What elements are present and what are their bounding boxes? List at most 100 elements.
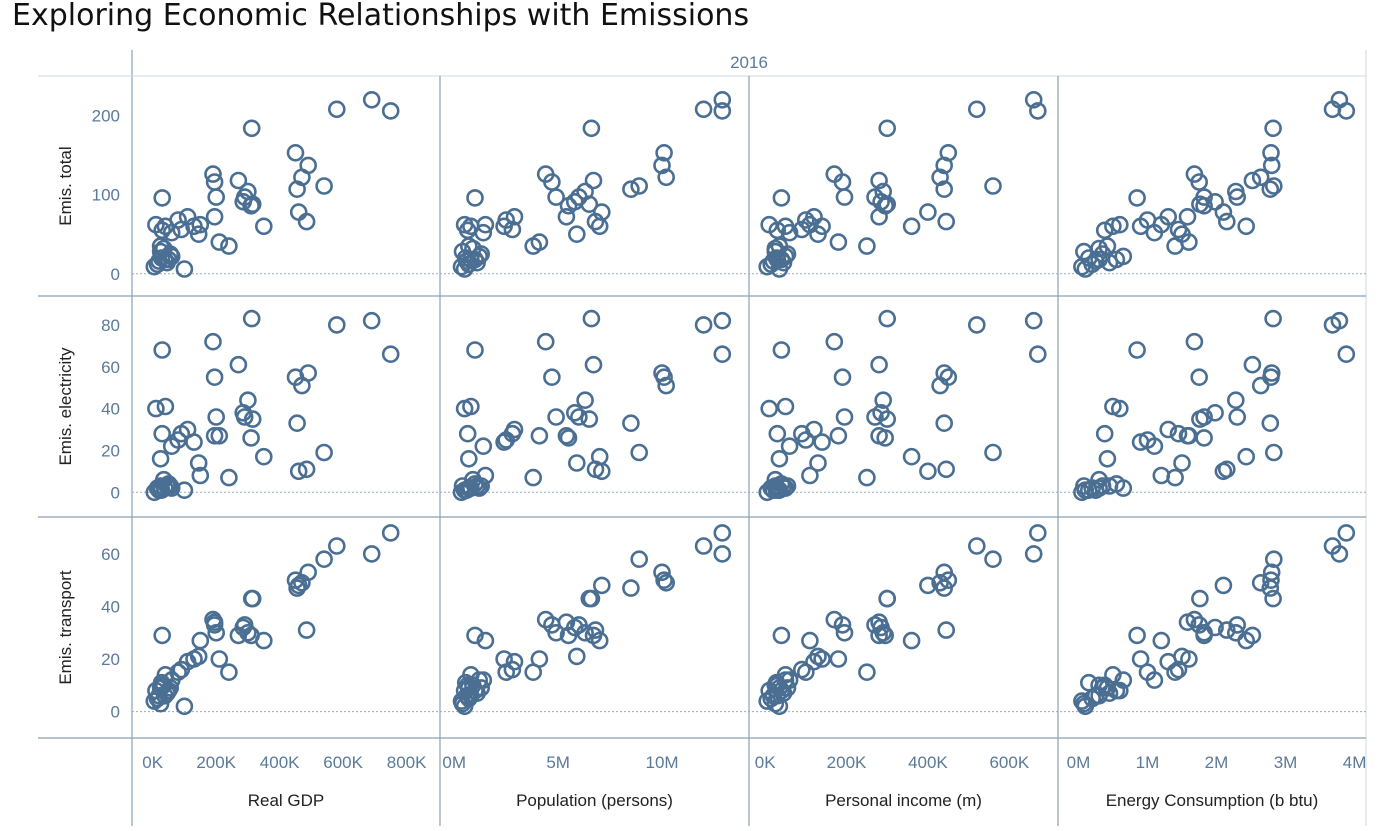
data-point	[1104, 217, 1122, 236]
data-point	[1075, 242, 1093, 261]
data-point	[1029, 345, 1047, 364]
data-point	[580, 195, 599, 213]
data-point	[297, 621, 316, 639]
y-tick-label: 0	[111, 483, 120, 502]
x-tick-label: 1M	[1136, 753, 1160, 772]
data-point	[530, 426, 549, 445]
data-point	[655, 144, 673, 162]
data-point	[205, 426, 224, 445]
data-point	[766, 242, 785, 261]
data-point	[204, 165, 222, 183]
data-point	[557, 613, 576, 632]
data-point	[1227, 391, 1245, 410]
data-point	[984, 550, 1002, 569]
data-point	[242, 119, 261, 138]
data-point	[967, 100, 986, 119]
data-point	[776, 217, 795, 236]
data-point	[935, 180, 954, 198]
y-tick-label: 20	[101, 650, 120, 669]
data-point	[567, 225, 586, 243]
data-point	[870, 171, 888, 190]
data-point	[1228, 408, 1246, 426]
data-point	[584, 171, 603, 190]
data-point	[191, 466, 210, 485]
data-point	[590, 217, 609, 236]
data-point	[153, 189, 171, 207]
data-point	[937, 621, 956, 639]
data-point	[254, 217, 273, 236]
x-axis-label-population-persons: Population (persons)	[516, 791, 673, 810]
data-point	[780, 437, 799, 456]
data-point	[657, 376, 676, 395]
data-point	[768, 250, 787, 269]
data-point	[835, 188, 854, 206]
data-point	[472, 477, 491, 495]
data-point	[1323, 537, 1342, 555]
data-point	[694, 100, 713, 119]
data-point	[543, 368, 561, 387]
x-axis-label-personal-income-m: Personal income (m)	[825, 791, 982, 810]
data-point	[878, 410, 897, 428]
data-point	[293, 376, 311, 395]
data-point	[503, 424, 522, 443]
data-point	[776, 397, 795, 416]
data-point	[1185, 332, 1204, 351]
data-point	[503, 220, 522, 239]
data-point	[1218, 621, 1236, 639]
data-point	[505, 652, 524, 671]
data-point	[151, 477, 170, 495]
data-point	[592, 576, 611, 595]
data-point	[576, 391, 594, 410]
data-point	[1264, 119, 1282, 138]
data-point	[1166, 663, 1184, 682]
data-point	[1090, 686, 1108, 705]
data-point	[1265, 443, 1283, 462]
data-point	[547, 408, 565, 426]
data-point	[458, 424, 477, 443]
data-point	[559, 429, 578, 447]
data-point	[931, 376, 949, 395]
data-point	[1131, 650, 1150, 668]
data-point	[1100, 477, 1119, 495]
data-point	[1173, 647, 1191, 666]
data-point	[1195, 429, 1213, 447]
data-point	[760, 399, 779, 418]
data-point	[1169, 424, 1188, 443]
data-point	[455, 697, 474, 716]
data-point	[381, 345, 400, 364]
data-point	[1024, 545, 1043, 563]
data-point	[770, 481, 789, 500]
data-point	[191, 215, 210, 234]
data-point	[813, 433, 831, 451]
y-tick-label: 40	[101, 400, 120, 419]
data-point	[293, 573, 311, 592]
data-point	[455, 399, 474, 418]
data-point	[459, 449, 478, 468]
data-point	[586, 212, 605, 231]
data-point	[1024, 311, 1043, 330]
data-point	[239, 623, 257, 642]
data-point	[829, 650, 848, 668]
data-point	[1029, 524, 1047, 542]
data-point	[935, 579, 954, 597]
data-point	[151, 242, 170, 261]
data-point	[210, 233, 229, 251]
data-point	[833, 368, 852, 387]
y-tick-label: 0	[111, 265, 120, 284]
data-point	[919, 576, 937, 595]
data-point	[242, 429, 260, 447]
data-point	[1098, 449, 1117, 468]
data-point	[185, 433, 203, 451]
data-point	[772, 626, 791, 645]
data-point	[1178, 208, 1197, 226]
data-point	[829, 426, 848, 445]
data-point	[1261, 414, 1280, 433]
data-point	[243, 410, 262, 428]
data-point	[655, 571, 673, 590]
data-point	[204, 332, 222, 351]
data-point	[524, 468, 543, 487]
data-point	[254, 447, 273, 466]
data-point	[1243, 171, 1262, 190]
data-point	[870, 355, 888, 374]
data-point	[1169, 220, 1188, 239]
